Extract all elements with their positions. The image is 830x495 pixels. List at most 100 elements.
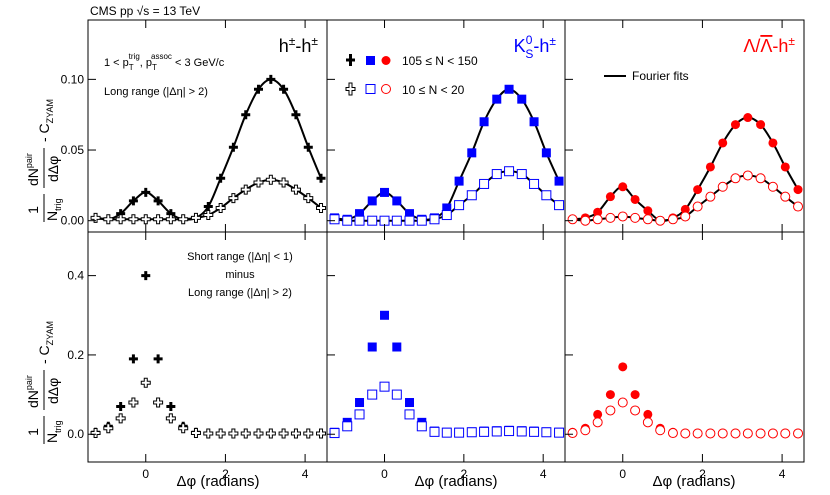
- marker: [793, 428, 804, 439]
- marker: [391, 215, 402, 226]
- marker: [692, 428, 703, 439]
- marker: [479, 426, 490, 437]
- short-note: Long range (|Δη| > 2): [188, 287, 292, 299]
- legend-label: 10 ≤ N < 20: [402, 83, 465, 97]
- marker: [190, 212, 201, 223]
- marker: [567, 428, 578, 439]
- marker: [405, 398, 415, 408]
- y-tick-label: 0.05: [61, 143, 85, 157]
- marker: [605, 192, 615, 202]
- panel: 0 2 4: [564, 231, 805, 481]
- marker: [241, 110, 251, 120]
- marker: [116, 401, 126, 411]
- marker: [667, 428, 678, 439]
- legend-marker: [381, 56, 391, 65]
- header: CMS pp √s = 13 TeV: [90, 4, 200, 18]
- marker: [580, 425, 591, 436]
- marker: [580, 215, 591, 226]
- marker: [567, 214, 578, 225]
- marker: [316, 428, 327, 439]
- marker: [554, 176, 564, 186]
- marker: [329, 214, 340, 225]
- x-tick-label: 2: [461, 467, 468, 481]
- marker: [355, 398, 365, 408]
- marker: [290, 428, 301, 439]
- marker: [240, 428, 251, 439]
- marker: [780, 428, 791, 439]
- marker: [756, 120, 766, 130]
- marker: [479, 117, 489, 127]
- marker: [153, 354, 163, 364]
- marker: [429, 214, 440, 225]
- marker: [303, 193, 314, 204]
- marker: [454, 427, 465, 438]
- legend-marker: [346, 54, 355, 66]
- marker: [153, 397, 164, 408]
- marker: [692, 201, 703, 212]
- marker: [404, 409, 415, 420]
- marker: [655, 215, 666, 226]
- panel: 0.00 0.05 0.10: [61, 19, 328, 233]
- marker: [342, 215, 353, 226]
- x-tick-label: 2: [699, 467, 706, 481]
- marker: [730, 173, 741, 184]
- marker: [605, 212, 616, 223]
- marker: [592, 417, 603, 428]
- marker: [454, 200, 465, 211]
- y-label-part: dNpair: [24, 153, 41, 186]
- marker: [367, 215, 378, 226]
- marker: [705, 162, 715, 172]
- y-label: 1 Ntrig dNpair dΔφ - CZYAM: [24, 99, 63, 222]
- marker: [303, 428, 314, 439]
- marker: [329, 428, 340, 439]
- marker: [667, 214, 678, 225]
- y-label-part: dΔφ: [45, 378, 61, 404]
- legend-label: 105 ≤ N < 150: [402, 54, 478, 68]
- legend-marker: [365, 84, 376, 94]
- marker: [392, 196, 402, 206]
- marker: [116, 209, 126, 219]
- y-label-part: Ntrig: [44, 198, 63, 221]
- marker: [718, 138, 728, 148]
- marker: [466, 427, 477, 438]
- legend-label: Fourier fits: [632, 69, 689, 83]
- marker: [165, 214, 176, 225]
- y-tick-label: 0.0: [67, 427, 84, 441]
- panel-frame: [87, 231, 328, 463]
- marker: [442, 203, 452, 213]
- marker: [429, 426, 440, 437]
- marker: [379, 215, 390, 226]
- legend-marker: [381, 84, 391, 94]
- marker: [593, 207, 603, 217]
- marker: [554, 200, 565, 211]
- y-tick-label: 0.10: [61, 72, 85, 86]
- marker: [128, 214, 139, 225]
- marker: [768, 138, 778, 148]
- marker: [717, 428, 728, 439]
- marker: [115, 214, 126, 225]
- marker: [141, 187, 151, 197]
- marker: [767, 428, 778, 439]
- marker: [642, 214, 653, 225]
- marker: [240, 184, 251, 195]
- marker: [655, 425, 666, 436]
- marker: [541, 148, 551, 158]
- y-label-part: Ntrig: [44, 420, 63, 443]
- marker: [141, 271, 151, 281]
- marker: [755, 428, 766, 439]
- cuts-note: 1 < pTtrig, pTassoc < 3 GeV/c: [104, 52, 225, 72]
- x-tick-label: 4: [540, 467, 547, 481]
- y-label-part: - CZYAM: [36, 99, 55, 142]
- long-range-note: Long range (|Δη| > 2): [104, 86, 208, 98]
- marker: [479, 178, 490, 189]
- panel: 0 2 4: [326, 231, 566, 481]
- marker: [203, 210, 214, 221]
- marker: [454, 176, 464, 186]
- marker: [178, 214, 189, 225]
- y-label-part: - CZYAM: [36, 321, 55, 364]
- panel: [326, 19, 566, 233]
- marker: [367, 389, 378, 400]
- marker: [90, 212, 101, 223]
- marker: [643, 409, 653, 419]
